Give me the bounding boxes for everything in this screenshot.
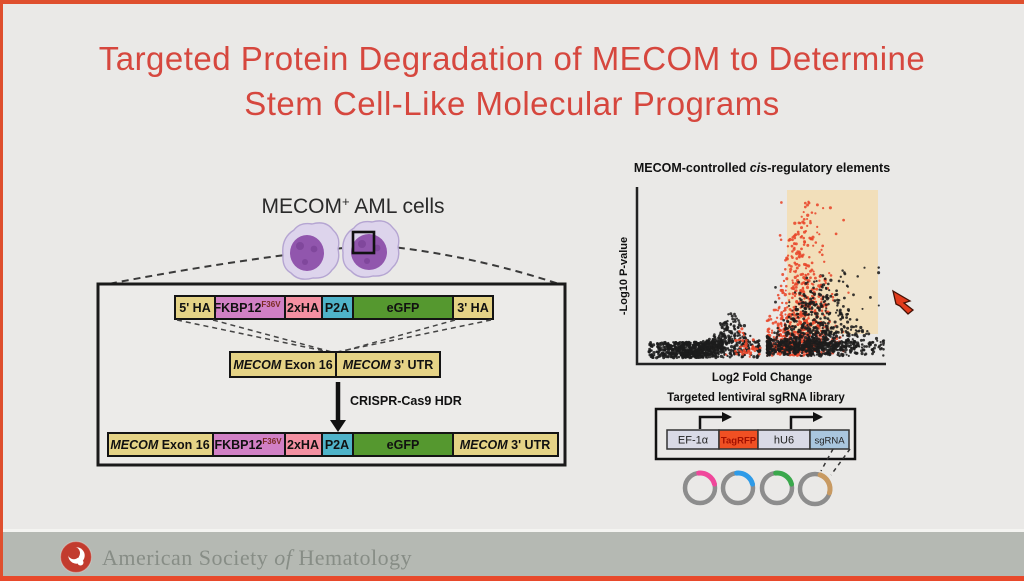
sgrna-label: sgRNA bbox=[814, 436, 845, 447]
volcano-title: MECOM-controlled cis-regulatory elements bbox=[634, 161, 890, 175]
segment-p2a-label: P2A bbox=[325, 301, 349, 315]
aml-cell-left bbox=[282, 222, 340, 280]
magnify-dash-right bbox=[373, 244, 566, 287]
mecom-exon16-label: MECOM Exon 16 bbox=[233, 358, 332, 372]
slide-title-line2: Stem Cell-Like Molecular Programs bbox=[244, 85, 780, 122]
sgrna-library-diagram: Targeted lentiviral sgRNA library EF-1α … bbox=[654, 392, 857, 507]
volcano-points bbox=[647, 200, 886, 360]
aml-cells-label: MECOM+ AML cells bbox=[261, 194, 444, 218]
edited-2xha-label: 2xHA bbox=[287, 438, 319, 452]
lentiviral-vector-box bbox=[654, 407, 857, 461]
edited-p2a-label: P2A bbox=[325, 438, 349, 452]
plasmid-pool bbox=[682, 470, 833, 507]
volcano-axes bbox=[635, 187, 886, 366]
slide-title: Targeted Protein Degradation of MECOM to… bbox=[0, 36, 1024, 126]
ash-logo-icon bbox=[59, 540, 93, 574]
footer-org-name: American Society of Hematology bbox=[102, 545, 413, 570]
highlight-region bbox=[787, 190, 878, 334]
footer-hairline bbox=[0, 529, 1024, 532]
volcano-plot: MECOM-controlled cis-regulatory elements… bbox=[618, 161, 915, 384]
volcano-xlabel: Log2 Fold Change bbox=[712, 372, 812, 384]
donor-construct-labels: 5' HA FKBP12F36V 2xHA P2A eGFP 3' HA bbox=[179, 300, 488, 315]
segment-fkbp-label: FKBP12F36V bbox=[213, 300, 281, 315]
edited-exon16-label: MECOM Exon 16 bbox=[110, 438, 209, 452]
edited-allele-row bbox=[107, 432, 559, 457]
promoter-arrow-hu6-icon bbox=[789, 412, 823, 429]
segment-2xha-label: 2xHA bbox=[287, 301, 319, 315]
sgrna-library-title: Targeted lentiviral sgRNA library bbox=[667, 392, 845, 404]
slide-title-line1: Targeted Protein Degradation of MECOM to… bbox=[98, 40, 926, 77]
hu6-label: hU6 bbox=[774, 435, 794, 447]
edited-3utr-label: MECOM 3' UTR bbox=[460, 438, 550, 452]
zoom-square-icon bbox=[351, 230, 376, 255]
crispr-hdr-label: CRISPR-Cas9 HDR bbox=[350, 394, 462, 408]
segment-5ha-label: 5' HA bbox=[179, 301, 210, 315]
edited-egfp-label: eGFP bbox=[387, 438, 420, 452]
frame-stripe-top bbox=[0, 0, 1024, 4]
cassette-boxes: EF-1α TagRFP hU6 sgRNA bbox=[666, 429, 850, 450]
mecom-locus-row: MECOM Exon 16 MECOM 3' UTR bbox=[229, 351, 441, 378]
footer-bar bbox=[0, 532, 1024, 576]
frame-stripe-left bbox=[0, 0, 3, 581]
knockin-diagram: MECOM+ AML cells bbox=[96, 194, 567, 467]
segment-egfp-label: eGFP bbox=[387, 301, 420, 315]
ef1a-label: EF-1α bbox=[678, 435, 709, 447]
cursor-pointer bbox=[892, 289, 915, 315]
sgrna-plasmid-dash bbox=[820, 448, 851, 476]
mecom-3utr-label: MECOM 3' UTR bbox=[343, 358, 433, 372]
aml-cell-right bbox=[342, 220, 400, 278]
segment-3ha-label: 3' HA bbox=[457, 301, 488, 315]
donor-construct-row bbox=[174, 295, 494, 320]
frame-stripe-bottom bbox=[0, 576, 1024, 581]
promoter-arrow-ef1a-icon bbox=[698, 412, 732, 429]
edited-fkbp-label: FKBP12F36V bbox=[214, 437, 282, 452]
tagrfp-label: TagRFP bbox=[721, 436, 757, 447]
volcano-ylabel: -Log10 P-value bbox=[618, 237, 630, 315]
edited-allele-labels: MECOM Exon 16 FKBP12F36V 2xHA P2A eGFP M… bbox=[110, 437, 550, 452]
homology-dash-lines bbox=[176, 319, 492, 353]
crispr-arrow-icon bbox=[330, 382, 346, 432]
